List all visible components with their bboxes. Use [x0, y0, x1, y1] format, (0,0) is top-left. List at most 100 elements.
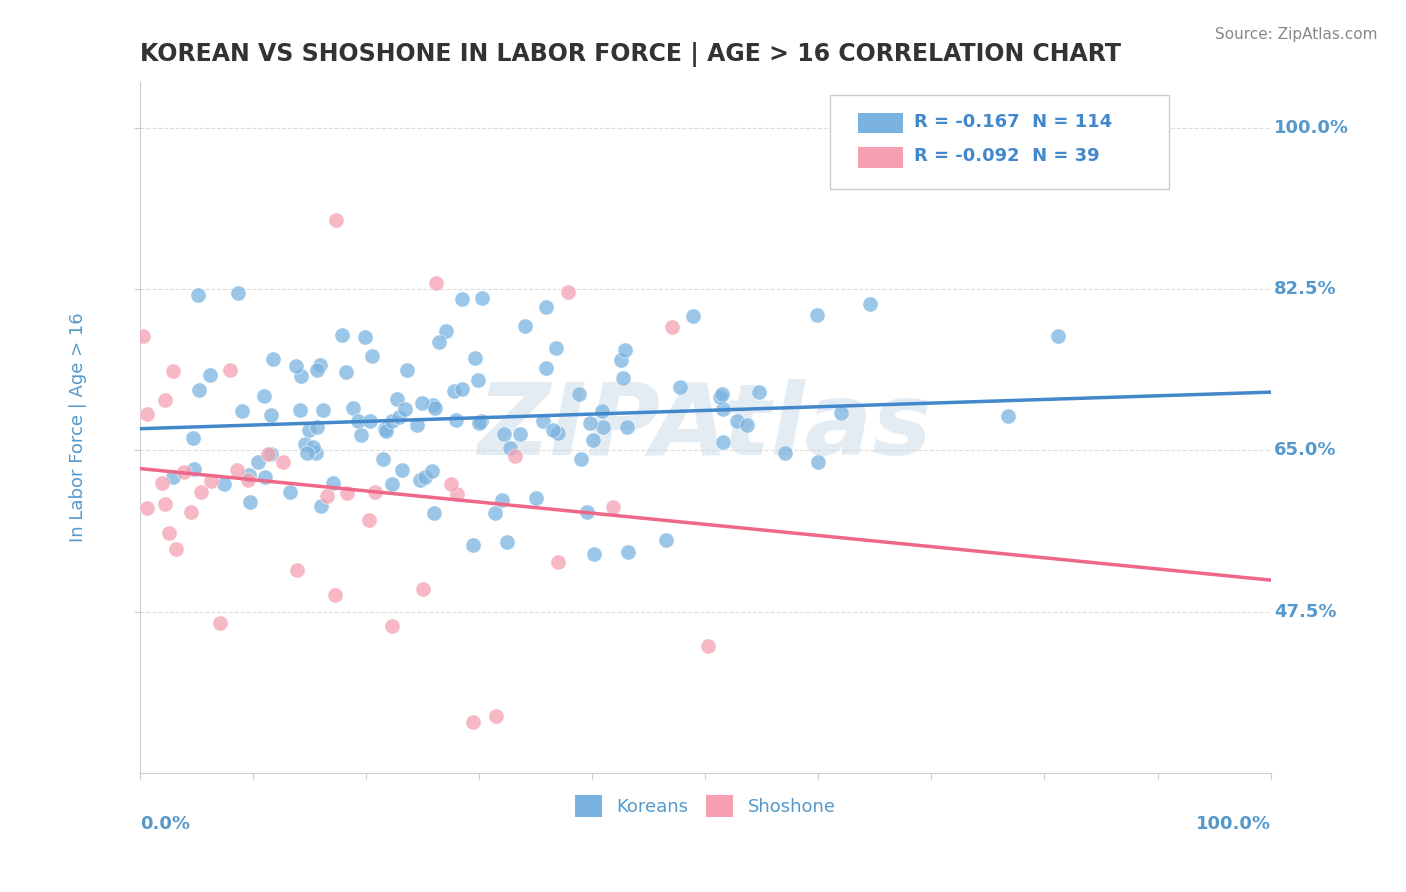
Koreans [655, 533, 678, 547]
Bar [858, 112, 903, 134]
Koreans [531, 414, 554, 428]
Koreans [188, 383, 211, 397]
Koreans [616, 420, 638, 434]
Text: In Labor Force | Age > 16: In Labor Force | Age > 16 [69, 312, 87, 542]
Koreans [578, 416, 600, 430]
Koreans [773, 446, 796, 460]
Koreans [571, 452, 593, 467]
Koreans [302, 440, 325, 454]
Koreans [361, 350, 384, 364]
Koreans [806, 308, 828, 322]
Text: 100.0%: 100.0% [1195, 814, 1271, 833]
Koreans [226, 285, 249, 300]
Koreans [582, 433, 605, 447]
Koreans [420, 464, 443, 478]
Koreans [309, 499, 332, 513]
Koreans [260, 447, 283, 461]
Shoshone [323, 588, 346, 602]
Koreans [434, 324, 457, 338]
Shoshone [165, 541, 187, 556]
Text: 47.5%: 47.5% [1274, 603, 1337, 621]
Shoshone [155, 393, 177, 408]
Koreans [725, 414, 748, 428]
Shoshone [131, 329, 153, 343]
Koreans [669, 380, 692, 394]
Koreans [467, 373, 489, 387]
Koreans [682, 309, 704, 323]
Koreans [451, 292, 474, 306]
Koreans [162, 470, 184, 484]
Koreans [394, 401, 416, 416]
Koreans [484, 507, 506, 521]
Text: R = -0.167  N = 114: R = -0.167 N = 114 [914, 112, 1112, 131]
Koreans [238, 468, 260, 483]
Koreans [254, 470, 277, 484]
Koreans [711, 402, 734, 417]
Shoshone [257, 447, 280, 461]
FancyBboxPatch shape [830, 95, 1168, 189]
Koreans [342, 401, 364, 416]
Shoshone [190, 485, 212, 500]
Koreans [373, 452, 395, 467]
Koreans [748, 385, 770, 400]
Koreans [830, 406, 852, 420]
Koreans [353, 330, 375, 344]
Shoshone [135, 500, 157, 515]
Koreans [859, 297, 882, 311]
Koreans [709, 391, 731, 405]
Shoshone [359, 513, 381, 527]
Text: 100.0%: 100.0% [1274, 119, 1348, 136]
Shoshone [236, 473, 259, 487]
Koreans [591, 404, 613, 418]
Koreans [711, 435, 734, 450]
Shoshone [285, 563, 308, 577]
Koreans [307, 363, 329, 377]
Koreans [534, 301, 557, 315]
Koreans [544, 341, 567, 355]
Koreans [395, 363, 418, 377]
Shoshone [463, 714, 485, 729]
Koreans [711, 387, 734, 401]
Koreans [463, 538, 485, 552]
Koreans [735, 418, 758, 433]
Text: 65.0%: 65.0% [1274, 442, 1337, 459]
Koreans [443, 384, 465, 398]
Shoshone [135, 407, 157, 421]
Koreans [496, 535, 519, 549]
Koreans [298, 423, 321, 437]
Koreans [312, 403, 335, 417]
Koreans [350, 428, 373, 442]
Text: 82.5%: 82.5% [1274, 280, 1337, 298]
Koreans [231, 404, 253, 418]
Text: Source: ZipAtlas.com: Source: ZipAtlas.com [1215, 27, 1378, 42]
Koreans [592, 420, 614, 434]
Shoshone [209, 615, 232, 630]
Koreans [610, 353, 633, 368]
Koreans [322, 476, 344, 491]
Koreans [444, 412, 467, 426]
Koreans [346, 414, 368, 428]
Text: R = -0.092  N = 39: R = -0.092 N = 39 [914, 147, 1099, 165]
Shoshone [162, 363, 184, 377]
Shoshone [315, 489, 337, 503]
Koreans [997, 409, 1019, 423]
Koreans [374, 422, 396, 436]
Koreans [534, 360, 557, 375]
Koreans [200, 368, 222, 383]
Koreans [494, 427, 516, 442]
Koreans [423, 506, 446, 520]
Koreans [406, 418, 429, 433]
Shoshone [602, 500, 624, 514]
Shoshone [557, 285, 579, 300]
Koreans [429, 335, 451, 350]
Koreans [423, 401, 446, 416]
Koreans [411, 395, 433, 409]
Koreans [471, 291, 494, 305]
Koreans [288, 403, 311, 417]
Koreans [305, 419, 328, 434]
Koreans [359, 414, 381, 428]
Shoshone [503, 450, 526, 464]
Koreans [509, 426, 531, 441]
Shoshone [363, 485, 385, 500]
Koreans [467, 417, 489, 431]
